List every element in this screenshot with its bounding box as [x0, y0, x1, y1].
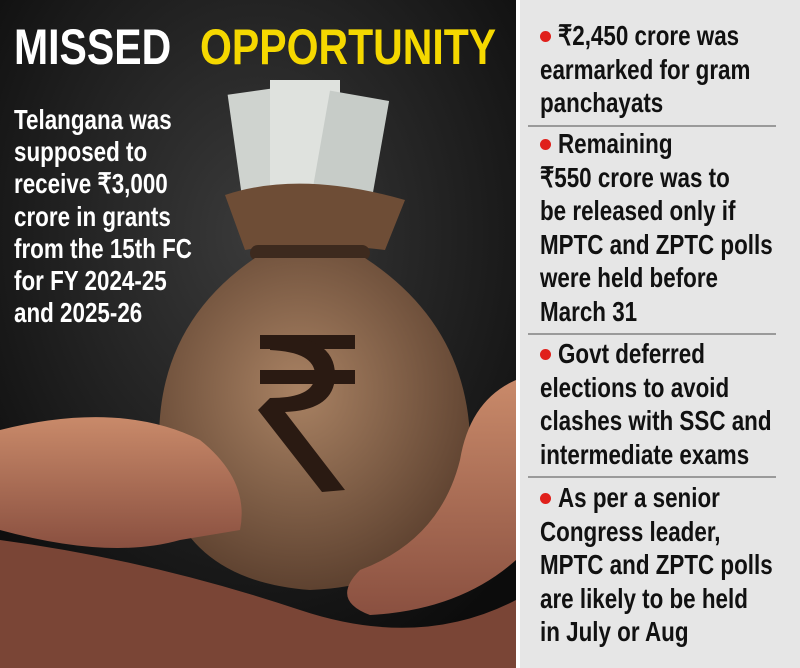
- bullet-line: Govt deferred: [558, 338, 705, 369]
- intro-line: from the 15th FC: [14, 232, 192, 264]
- intro-line: crore in grants: [14, 200, 171, 232]
- bullet-line: are likely to be held: [540, 582, 748, 614]
- bullet-line: were held before: [540, 262, 719, 293]
- lower-hands: [0, 540, 516, 668]
- bullet-line: earmarked for gram: [540, 53, 751, 85]
- bullet-dot: [540, 493, 551, 504]
- bullet-dot: [540, 31, 551, 42]
- bullet-line: ₹2,450 crore was: [558, 20, 740, 51]
- bullet-line: Remaining: [558, 128, 673, 159]
- notes: [227, 80, 390, 205]
- bullet-line: March 31: [540, 295, 638, 327]
- bullet-line: clashes with SSC and: [540, 405, 772, 436]
- intro-line: receive ₹3,000: [14, 168, 168, 200]
- bullet-line: ₹550 crore was to: [540, 161, 730, 193]
- intro-line: Telangana was: [14, 104, 172, 135]
- bullet-line: intermediate exams: [540, 438, 750, 470]
- bullet-line: Congress leader,: [540, 515, 721, 547]
- separator: [528, 476, 776, 478]
- intro-line: for FY 2024-25: [14, 265, 167, 296]
- bullet-line: MPTC and ZPTC polls: [540, 228, 773, 260]
- bag-tie: [250, 245, 370, 261]
- bullet-line: panchayats: [540, 87, 664, 118]
- bullet-line: MPTC and ZPTC polls: [540, 549, 773, 580]
- separator: [528, 124, 776, 127]
- title-part1: MISSED: [14, 19, 172, 75]
- bullet-dot: [540, 349, 551, 360]
- illustration: [0, 0, 516, 668]
- bullet-dot: [540, 139, 551, 150]
- title-part2: OPPORTUNITY: [200, 19, 497, 75]
- left-hand: [0, 417, 242, 548]
- bullet-line: in July or Aug: [540, 616, 689, 647]
- bullet-line: be released only if: [540, 195, 736, 226]
- intro-line: supposed to: [14, 136, 148, 168]
- divider: [516, 0, 520, 668]
- right-hand: [347, 380, 516, 615]
- rupee-symbol: [258, 335, 355, 492]
- bag-neck: [225, 183, 405, 250]
- separator: [528, 333, 776, 335]
- bullet-line: elections to avoid: [540, 371, 730, 403]
- intro-line: and 2025-26: [14, 297, 143, 329]
- bullet-line: As per a senior: [558, 482, 720, 513]
